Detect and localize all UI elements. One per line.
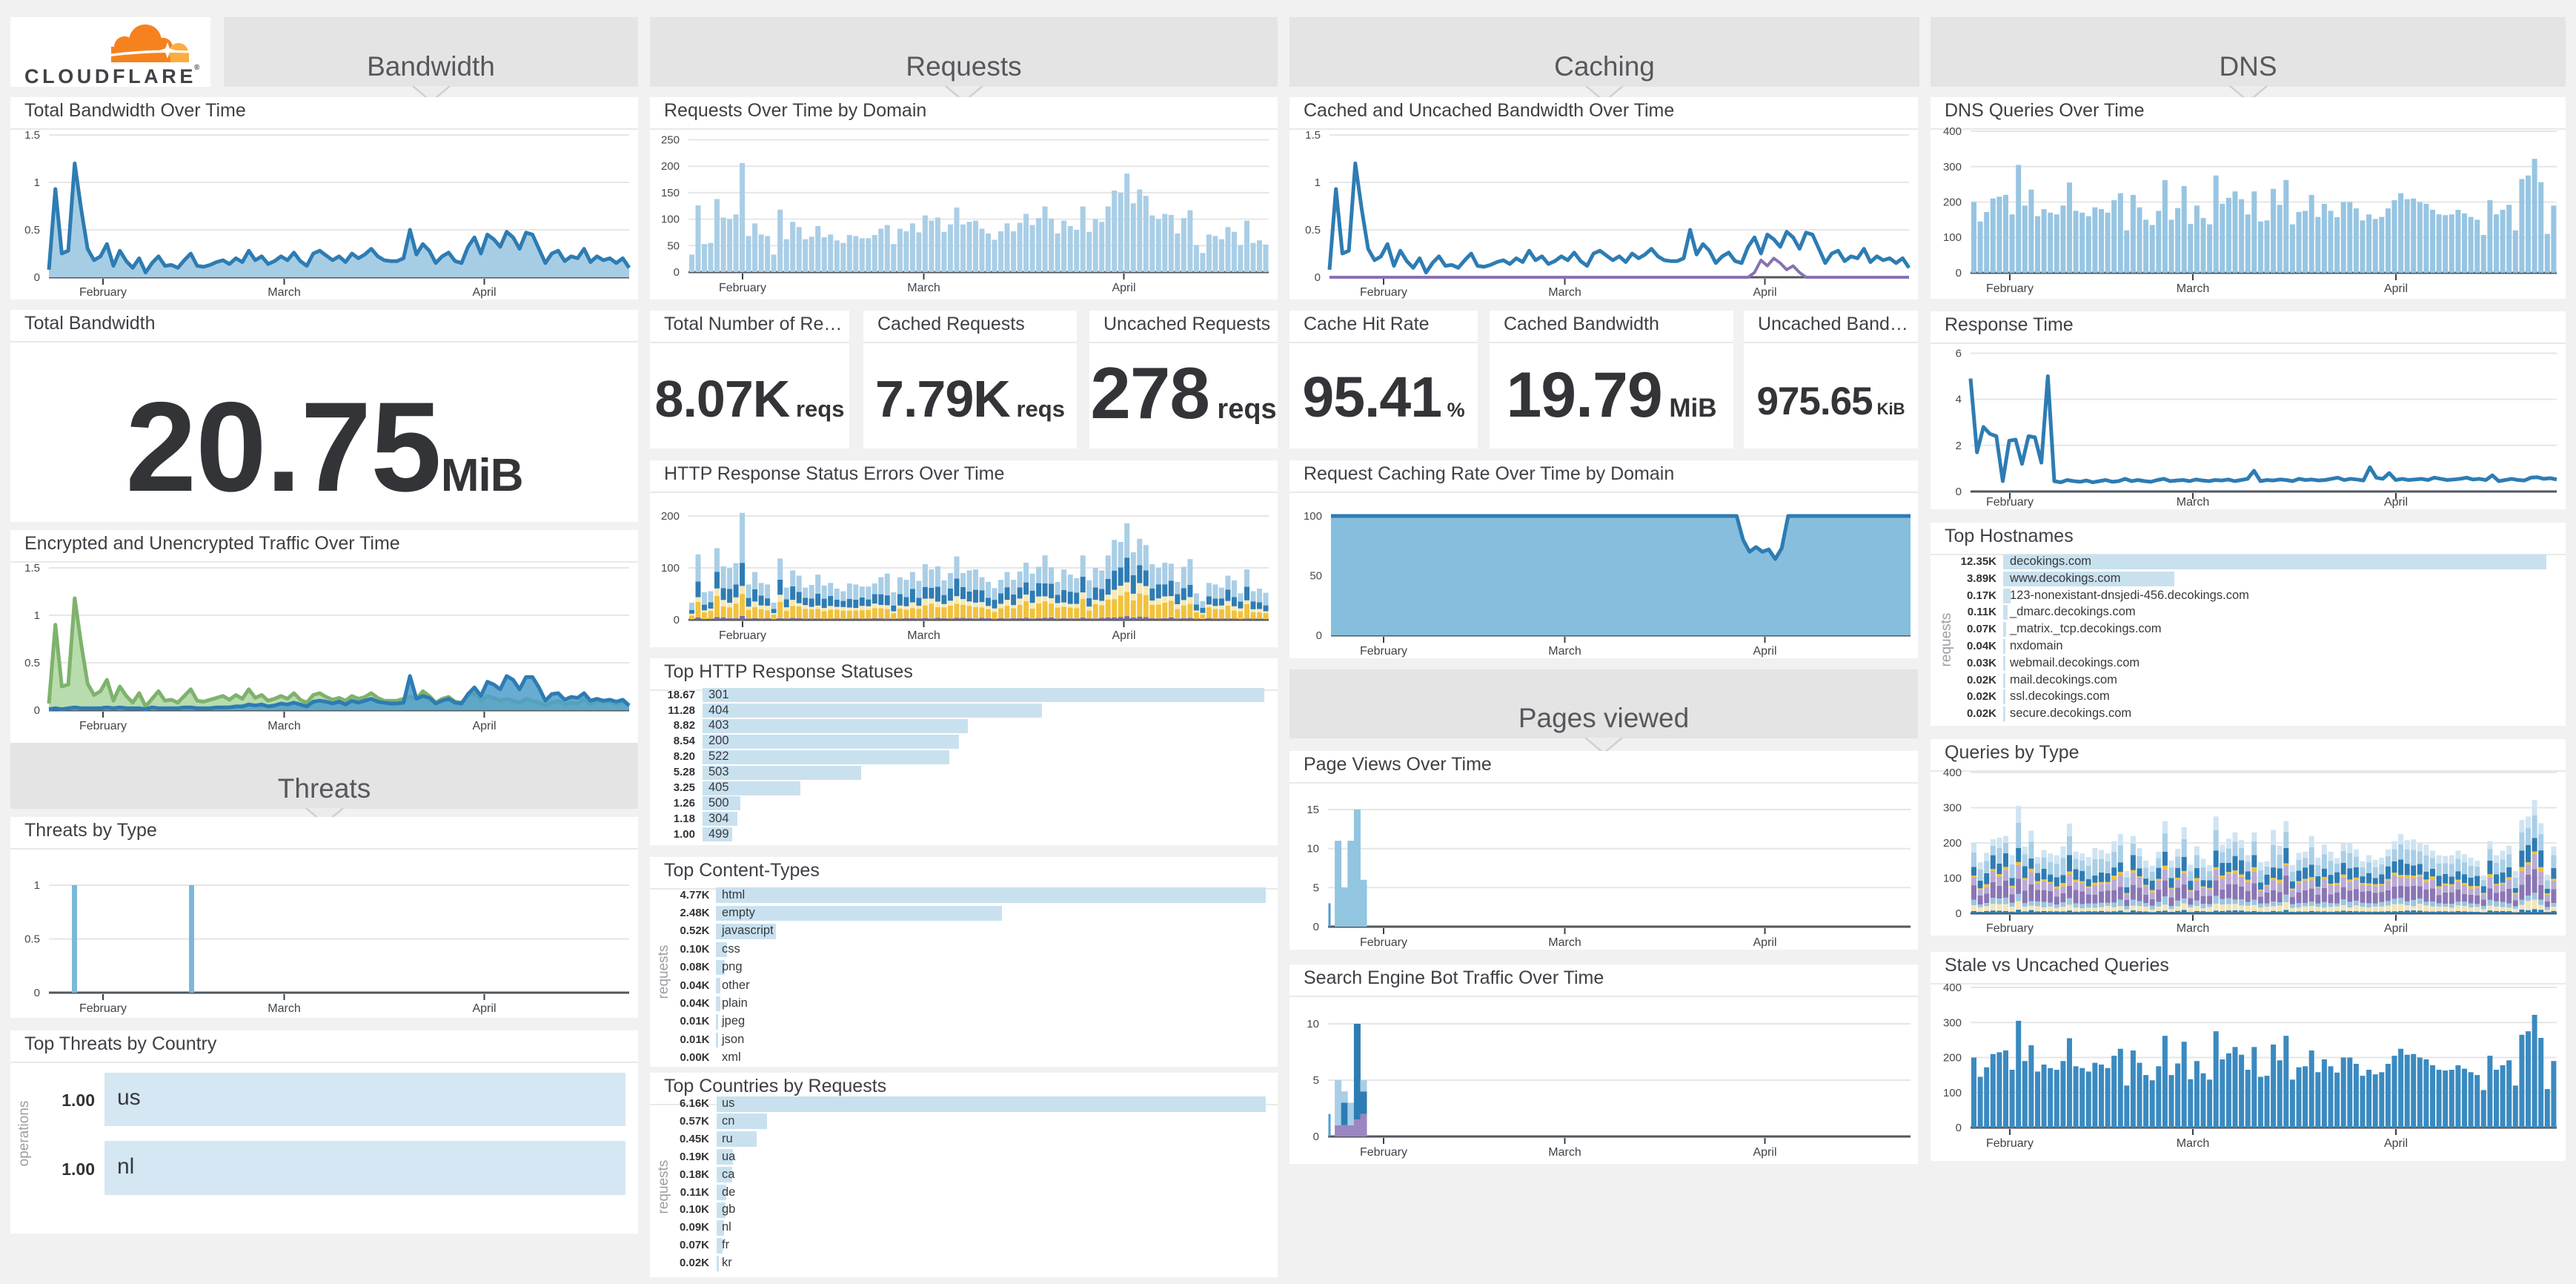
svg-text:400: 400	[1943, 982, 1962, 994]
svg-text:February: February	[1986, 282, 2034, 295]
svg-text:April: April	[1112, 629, 1135, 642]
svg-text:0: 0	[34, 987, 40, 999]
svg-text:0: 0	[1316, 629, 1322, 642]
svg-text:0: 0	[1956, 486, 1962, 498]
svg-text:1: 1	[34, 879, 40, 892]
svg-text:1.5: 1.5	[1305, 129, 1321, 142]
svg-text:February: February	[1360, 1146, 1407, 1159]
svg-text:50: 50	[1309, 570, 1322, 583]
svg-text:0: 0	[1956, 1122, 1962, 1134]
svg-text:15: 15	[1307, 804, 1319, 816]
svg-text:1: 1	[34, 176, 40, 189]
svg-text:April: April	[1753, 286, 1776, 299]
svg-text:February: February	[79, 720, 127, 732]
svg-text:0.5: 0.5	[24, 933, 40, 946]
svg-text:April: April	[1753, 936, 1776, 949]
svg-text:50: 50	[667, 239, 680, 252]
svg-text:1.5: 1.5	[24, 129, 40, 142]
svg-text:March: March	[268, 720, 300, 732]
svg-text:100: 100	[1304, 510, 1322, 523]
svg-text:March: March	[268, 1002, 300, 1015]
svg-text:200: 200	[661, 160, 680, 173]
svg-text:March: March	[907, 629, 940, 642]
svg-text:2: 2	[1956, 440, 1962, 452]
svg-text:1.5: 1.5	[24, 562, 40, 575]
svg-text:0: 0	[1313, 1131, 1319, 1143]
svg-text:4: 4	[1956, 394, 1962, 406]
svg-text:0.5: 0.5	[24, 224, 40, 236]
svg-text:300: 300	[1943, 161, 1962, 173]
svg-text:100: 100	[1943, 1087, 1962, 1099]
svg-text:March: March	[2177, 282, 2209, 295]
svg-text:March: March	[1548, 286, 1581, 299]
svg-text:200: 200	[1943, 1052, 1962, 1065]
svg-text:150: 150	[661, 187, 680, 199]
svg-text:10: 10	[1307, 1018, 1319, 1030]
svg-text:®: ®	[194, 64, 200, 72]
svg-text:0: 0	[34, 271, 40, 284]
svg-text:100: 100	[661, 214, 680, 226]
svg-text:200: 200	[1943, 196, 1962, 209]
svg-text:100: 100	[1943, 873, 1962, 885]
svg-text:March: March	[907, 282, 940, 294]
svg-text:6: 6	[1956, 348, 1962, 360]
svg-text:250: 250	[661, 134, 680, 147]
svg-text:0.5: 0.5	[1305, 224, 1321, 236]
svg-text:February: February	[719, 629, 766, 642]
svg-text:March: March	[2177, 922, 2209, 935]
svg-text:300: 300	[1943, 1016, 1962, 1029]
svg-text:10: 10	[1307, 843, 1319, 856]
svg-text:400: 400	[1943, 125, 1962, 138]
svg-text:February: February	[79, 286, 127, 299]
svg-text:March: March	[268, 286, 300, 299]
svg-text:5: 5	[1313, 881, 1319, 894]
svg-text:April: April	[472, 1002, 496, 1015]
svg-text:April: April	[1753, 1146, 1776, 1159]
svg-text:February: February	[1360, 936, 1407, 949]
svg-text:April: April	[2384, 922, 2408, 935]
svg-text:February: February	[1360, 645, 1407, 658]
svg-text:February: February	[1986, 1137, 2034, 1150]
svg-text:April: April	[1112, 282, 1135, 294]
svg-text:April: April	[2384, 282, 2408, 295]
svg-text:April: April	[472, 720, 496, 732]
svg-text:April: April	[2384, 496, 2408, 509]
svg-text:0: 0	[1956, 267, 1962, 279]
svg-text:200: 200	[661, 510, 680, 523]
svg-text:February: February	[1986, 922, 2034, 935]
svg-text:March: March	[2177, 496, 2209, 509]
svg-text:April: April	[1753, 645, 1776, 658]
svg-text:0: 0	[1313, 921, 1319, 933]
svg-text:0: 0	[1315, 271, 1321, 284]
svg-text:March: March	[1548, 1146, 1581, 1159]
svg-text:0: 0	[674, 614, 680, 626]
svg-text:February: February	[79, 1002, 127, 1015]
svg-text:100: 100	[1943, 231, 1962, 244]
svg-text:April: April	[472, 286, 496, 299]
svg-text:1: 1	[34, 609, 40, 622]
svg-text:April: April	[2384, 1137, 2408, 1150]
svg-text:February: February	[1986, 496, 2034, 509]
svg-text:1: 1	[1315, 176, 1321, 189]
svg-text:0.5: 0.5	[24, 657, 40, 669]
svg-text:February: February	[719, 282, 766, 294]
svg-text:0: 0	[1956, 907, 1962, 920]
svg-text:400: 400	[1943, 767, 1962, 779]
svg-text:300: 300	[1943, 802, 1962, 815]
svg-text:February: February	[1360, 286, 1407, 299]
svg-text:200: 200	[1943, 837, 1962, 850]
svg-text:March: March	[1548, 645, 1581, 658]
svg-text:100: 100	[661, 562, 680, 575]
svg-text:0: 0	[34, 704, 40, 717]
svg-text:March: March	[1548, 936, 1581, 949]
svg-text:0: 0	[674, 266, 680, 279]
svg-text:CLOUDFLARE: CLOUDFLARE	[24, 65, 196, 87]
svg-text:5: 5	[1313, 1074, 1319, 1087]
svg-text:March: March	[2177, 1137, 2209, 1150]
